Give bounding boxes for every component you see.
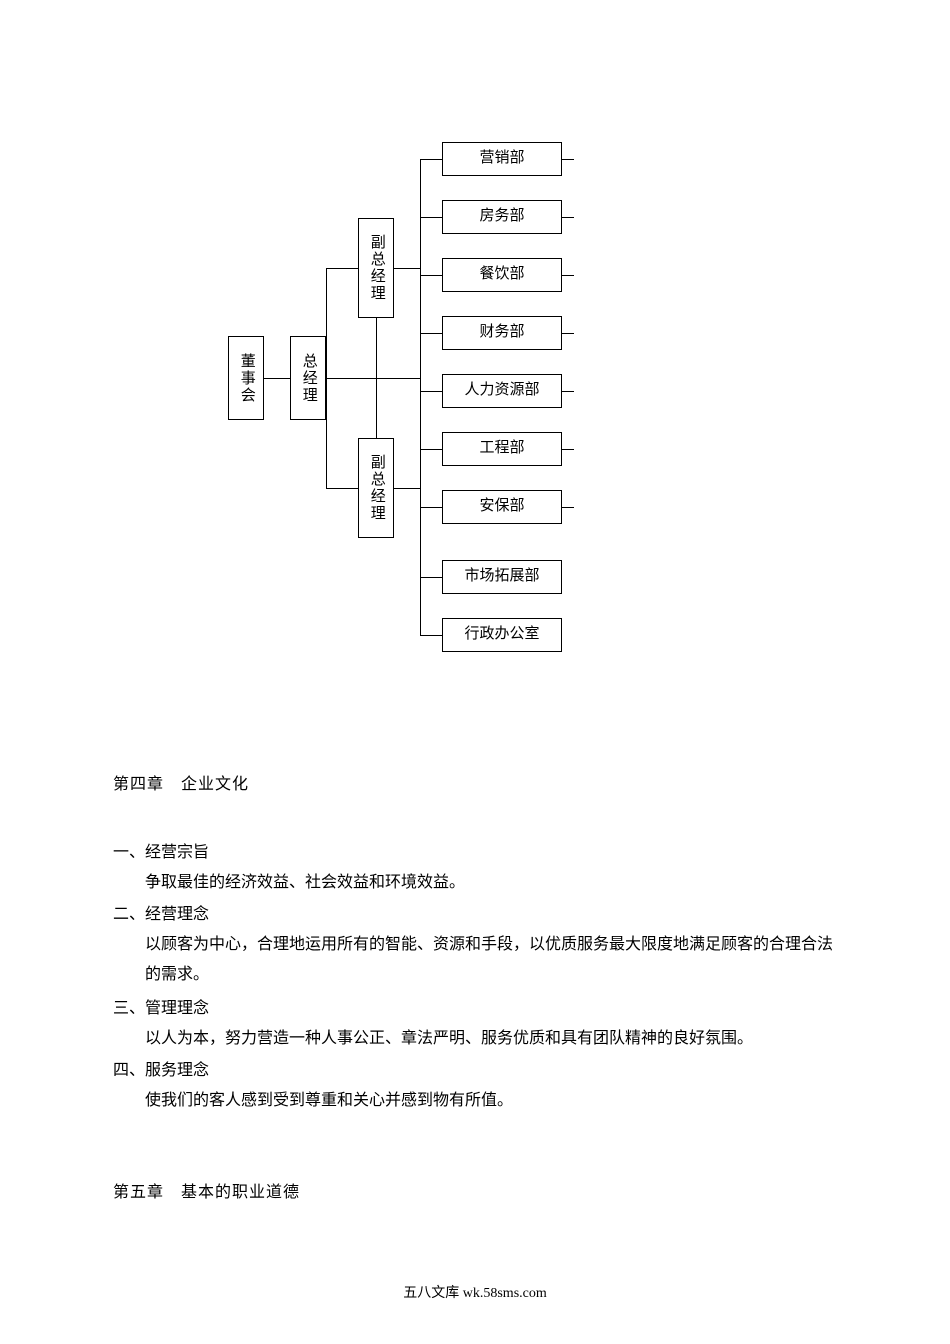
connector [326,378,327,488]
node-admin: 行政办公室 [442,618,562,652]
section-num: 三、 [113,1000,145,1017]
connector [420,333,442,334]
node-label: 餐饮部 [479,265,524,285]
node-label: 市场拓展部 [464,567,539,587]
node-label: 财务部 [479,323,524,343]
node-marketing: 营销部 [442,142,562,176]
section-label: 经营理念 [145,906,209,923]
node-label: 总经理 [298,353,318,404]
node-hr: 人力资源部 [442,374,562,408]
node-label: 工程部 [479,439,524,459]
connector [562,507,574,508]
connector [394,268,420,269]
node-label: 安保部 [479,497,524,517]
node-dgm1: 副总经理 [358,218,394,318]
connector [264,378,290,379]
connector [562,159,574,160]
node-fnb: 餐饮部 [442,258,562,292]
node-label: 副总经理 [366,454,386,522]
node-label: 房务部 [479,207,524,227]
connector [420,159,421,635]
connector [326,378,376,379]
connector [326,488,358,489]
section-2-heading: 二、经营理念 [113,900,209,924]
page-footer: 五八文库 wk.58sms.com [0,1282,950,1302]
connector [326,268,358,269]
connector [420,391,442,392]
section-1-body: 争取最佳的经济效益、社会效益和环境效益。 [145,868,845,898]
node-label: 营销部 [479,149,524,169]
connector [562,333,574,334]
section-num: 一、 [113,844,145,861]
chapter5-title: 第五章 基本的职业道德 [113,1178,300,1202]
connector [420,449,442,450]
node-eng: 工程部 [442,432,562,466]
node-board: 董事会 [228,336,264,420]
node-security: 安保部 [442,490,562,524]
connector [376,378,420,379]
chapter4-title: 第四章 企业文化 [113,770,249,794]
section-label: 经营宗旨 [145,844,209,861]
section-3-heading: 三、管理理念 [113,994,209,1018]
section-4-heading: 四、服务理念 [113,1056,209,1080]
connector [562,391,574,392]
connector [420,577,442,578]
node-bizdev: 市场拓展部 [442,560,562,594]
section-num: 二、 [113,906,145,923]
node-finance: 财务部 [442,316,562,350]
section-3-body: 以人为本，努力营造一种人事公正、章法严明、服务优质和具有团队精神的良好氛围。 [145,1024,845,1054]
node-gm: 总经理 [290,336,326,420]
node-label: 副总经理 [366,234,386,302]
org-chart: 董事会 总经理 副总经理 副总经理 营销部 房务部 餐饮部 财务部 人力资源部 … [0,0,950,700]
node-label: 董事会 [236,353,256,404]
connector [420,507,442,508]
node-label: 人力资源部 [464,381,539,401]
connector [420,635,442,636]
section-label: 服务理念 [145,1062,209,1079]
connector [420,275,442,276]
section-label: 管理理念 [145,1000,209,1017]
node-rooms: 房务部 [442,200,562,234]
connector [562,217,574,218]
section-4-body: 使我们的客人感到受到尊重和关心并感到物有所值。 [145,1086,845,1116]
connector [420,159,442,160]
section-num: 四、 [113,1062,145,1079]
connector [326,268,327,378]
connector [420,217,442,218]
section-2-body: 以顾客为中心，合理地运用所有的智能、资源和手段，以优质服务最大限度地满足顾客的合… [145,930,845,991]
node-label: 行政办公室 [464,625,539,645]
section-1-heading: 一、经营宗旨 [113,838,209,862]
connector [562,449,574,450]
node-dgm2: 副总经理 [358,438,394,538]
connector [394,488,420,489]
connector [562,275,574,276]
